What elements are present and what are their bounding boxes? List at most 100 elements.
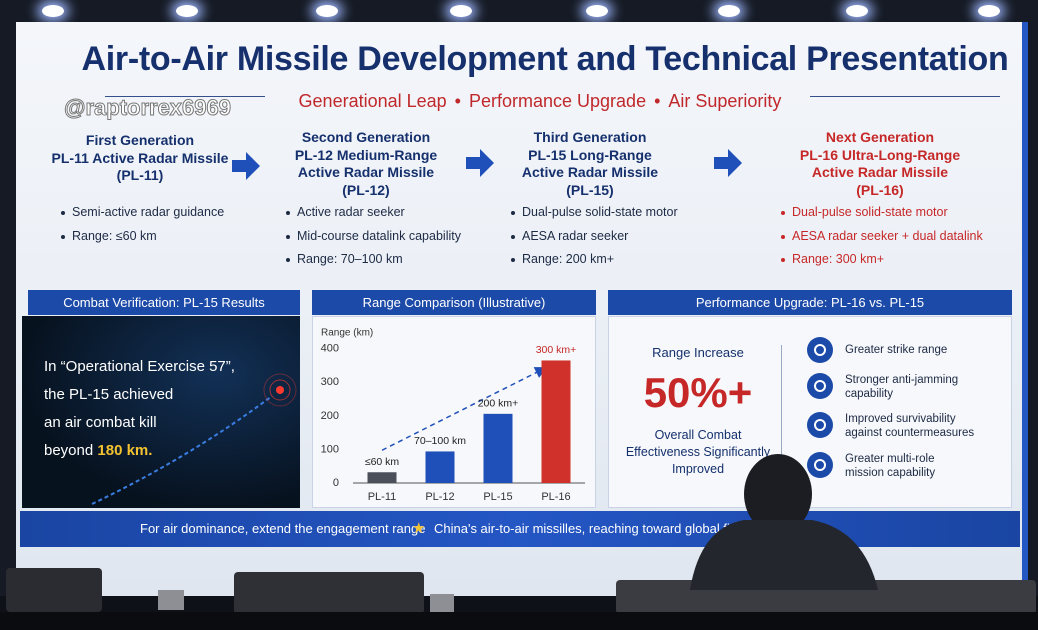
generation-title: Third Generation PL-15 Long-Range Active R… [470, 129, 710, 199]
feature-text: Greater multi-role mission capability [845, 452, 935, 480]
title-line: (PL-12) [342, 181, 390, 198]
star: ★ [412, 520, 426, 537]
combat-panel: In “Operational Exercise 57”, the PL-15 a… [22, 316, 300, 508]
title-line: (PL-11) [116, 167, 164, 183]
ceiling-light [718, 5, 740, 17]
slide-title: Air-to-Air Missile Development and Techn… [81, 40, 1009, 78]
person-head [744, 454, 812, 534]
caption: Overall Combat Effectiveness Significantl… [609, 427, 787, 478]
footer-left: For air dominance, extend the engagement… [140, 521, 426, 536]
generation-title: Next Generation PL-16 Ultra-Long-Range Act… [760, 129, 1000, 199]
bullet: Range: 300 km+ [780, 252, 885, 266]
rule [105, 96, 265, 97]
combat-line: beyond 180 km. [44, 442, 152, 459]
ceiling-light [846, 5, 868, 17]
x-tick-label: PL-16 [541, 491, 570, 503]
combat-line: In “Operational Exercise 57”, [44, 358, 235, 375]
combat-text: beyond [44, 442, 94, 459]
title-line: PL-11 Active Radar Missile [51, 149, 229, 166]
target-ring [269, 379, 291, 401]
trajectory [91, 395, 273, 505]
chair [234, 572, 424, 614]
x-tick-label: PL-12 [425, 491, 454, 503]
ceiling-light [176, 5, 198, 17]
feature-line: Greater strike range [845, 344, 948, 356]
combat-line: an air combat kill [44, 414, 157, 431]
feature-text: Improved survivability against countermea… [845, 412, 974, 440]
caption-line: Effectiveness Significantly [625, 445, 771, 459]
feature-line: mission capability [845, 467, 936, 479]
y-tick-label: 200 [321, 410, 339, 422]
combat-line: the PL-15 achieved [44, 386, 174, 403]
title-line: Active Radar Missile [811, 164, 949, 180]
title-line: Third Generation [533, 129, 647, 145]
feature-line: Greater multi-role [845, 453, 935, 465]
bullet: AESA radar seeker [510, 228, 629, 243]
title-line: (PL-16) [856, 181, 904, 198]
target [276, 386, 284, 394]
feature-line: Stronger anti-jamming [845, 374, 959, 386]
x-tick-label: PL-15 [483, 491, 512, 503]
trend-arrow [381, 367, 548, 451]
separator: • [454, 91, 461, 111]
bullet: Range: 70–100 km [286, 252, 403, 266]
separator: • [654, 91, 661, 111]
footer-band: For air dominance, extend the engagement… [20, 511, 1020, 547]
bullet: AESA radar seeker + dual datalink [781, 228, 983, 243]
subtitle: Generational Leap • Performance Upgrade • Ai… [250, 91, 830, 112]
bullet: Dual-pulse solid-state motor [511, 205, 678, 219]
chart: Range (km) 0 100 200 300 400 PL-11 ≤60 km PL-12… [321, 328, 585, 503]
feature-icon [807, 412, 833, 438]
y-tick-label: 400 [321, 343, 339, 355]
title-line: (PL-15) [566, 181, 614, 198]
value-label: 70–100 km [414, 435, 466, 447]
bar [425, 451, 455, 483]
y-tick-label: 300 [321, 376, 339, 388]
watermark: @raptorrex6969 [64, 95, 232, 121]
bar [541, 360, 571, 483]
feature-icon [807, 373, 833, 399]
title-line: PL-15 Long-Range [528, 146, 652, 163]
person-body [690, 520, 878, 590]
caption-line: Overall Combat [654, 428, 742, 442]
ceiling-light [586, 5, 608, 17]
big-number: 50%+ [643, 369, 753, 416]
bullet: Active radar seeker [286, 205, 405, 219]
combat-highlight: 180 km. [97, 442, 153, 459]
value-label: ≤60 km [365, 456, 400, 468]
feature-line: capability [845, 388, 893, 400]
x-tick-label: PL-11 [368, 491, 397, 503]
bullet: Dual-pulse solid-state motor [781, 205, 948, 219]
title-line: Next Generation [825, 129, 935, 145]
bar [483, 413, 513, 483]
title-line: Active Radar Missile [297, 164, 435, 180]
arrow [232, 152, 260, 180]
title-line: Active Radar Missile [521, 164, 659, 180]
panel-header: Combat Verification: PL-15 Results [28, 290, 300, 315]
value-label: 200 km+ [478, 398, 519, 410]
bar [367, 472, 397, 483]
title-line: Second Generation [301, 129, 431, 145]
upgrade-panel: Range Increase 50%+ Overall Combat Effect… [608, 316, 1012, 508]
subtitle-part: Generational Leap [298, 91, 447, 111]
bullet: Semi-active radar guidance [60, 205, 225, 219]
combat-graphic [91, 373, 297, 505]
y-tick-label: 100 [321, 443, 339, 455]
footer-right: China's air-to-air missilles, reaching t… [434, 521, 809, 536]
arrows [232, 149, 742, 180]
ceiling-light [42, 5, 64, 17]
subtitle-part: Performance Upgrade [468, 91, 647, 111]
feature-line: Improved survivability [845, 413, 956, 425]
range-label: Range Increase [652, 345, 744, 360]
arrow [714, 149, 742, 177]
bullet: Range: ≤60 km [61, 228, 157, 243]
bottom-edge [0, 612, 1038, 630]
title-line: PL-16 Ultra-Long-Range [799, 146, 961, 163]
target-ring [263, 373, 297, 407]
y-axis-label: Range (km) [321, 328, 373, 339]
bullet: Range: 200 km+ [510, 252, 615, 266]
generation-title: First Generation PL-11 Active Radar Missi… [20, 132, 260, 185]
